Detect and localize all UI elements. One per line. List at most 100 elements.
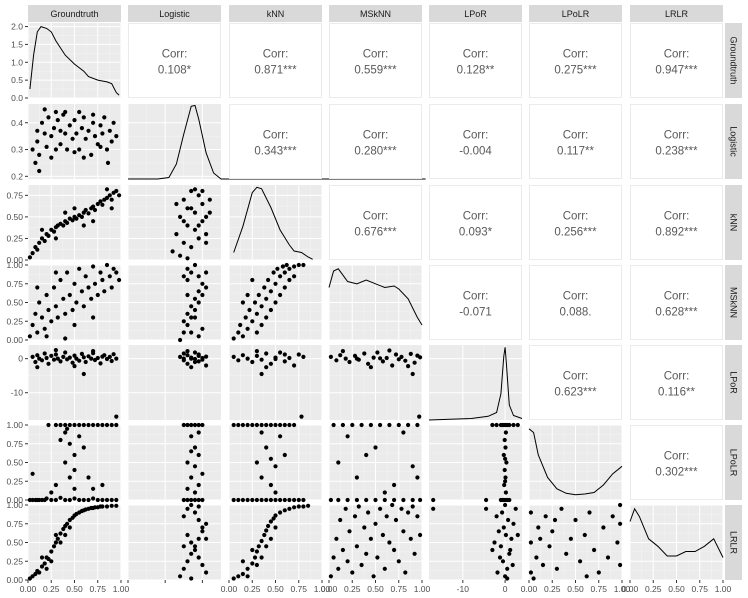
scatter-point — [49, 490, 54, 495]
corr-label: Corr: — [263, 49, 289, 61]
scatter-point — [340, 422, 345, 428]
scatter-point — [39, 236, 45, 241]
scatter-point — [104, 147, 110, 152]
scatter-point — [61, 296, 66, 301]
strip-right-bg — [725, 425, 742, 500]
y-tick-label: 0.50 — [6, 458, 23, 468]
scatter-point — [70, 218, 75, 223]
scatter-point — [282, 352, 287, 357]
corr-value: 0.256*** — [554, 227, 597, 239]
scatter-point — [328, 497, 333, 503]
scatter-point — [380, 359, 385, 364]
scatter-point — [102, 353, 107, 358]
scatter-point — [44, 355, 49, 361]
y-tick-label: 0.00 — [6, 495, 23, 505]
x-tick-label: 0.25 — [244, 584, 261, 594]
scatter-point — [44, 496, 49, 501]
scatter-point — [412, 551, 417, 556]
scatter-point — [501, 525, 506, 530]
scatter-point — [236, 422, 241, 428]
panel-lpor-lpor — [428, 345, 523, 421]
scatter-point — [192, 490, 198, 495]
corr-panel-bg — [529, 265, 622, 340]
x-axis-lpolr: 0.00 0.25 0.50 0.75 1.00 — [521, 580, 631, 594]
strip-top-label: Logistic — [159, 9, 190, 19]
scatter-point — [264, 365, 269, 370]
scatter-point — [254, 562, 259, 568]
scatter-point — [528, 570, 534, 575]
scatter-point — [89, 152, 94, 157]
scatter-point — [53, 422, 59, 428]
scatter-point — [259, 538, 264, 544]
corr-label: Corr: — [363, 130, 389, 142]
corr-value: 0.871*** — [254, 65, 297, 77]
scatter-point — [354, 544, 359, 549]
scatter-point — [601, 525, 606, 530]
panel-msknn-lpolr: Corr: 0.088. — [529, 265, 622, 340]
scatter-point — [114, 270, 119, 275]
y-tick-label: 0.00 — [6, 255, 23, 265]
scatter-point — [271, 516, 276, 521]
scatter-point — [340, 349, 345, 354]
corr-label: Corr: — [563, 291, 589, 303]
scatter-point — [252, 555, 258, 560]
scatter-point — [259, 371, 264, 377]
scatter-point — [240, 497, 245, 503]
scatter-point — [189, 497, 194, 503]
strip-top-bg — [229, 5, 322, 22]
scatter-point — [35, 128, 40, 133]
scatter-point — [81, 155, 86, 160]
scatter-point — [245, 422, 250, 428]
scatter-point — [51, 285, 57, 290]
scatter-point — [49, 497, 54, 503]
strip-right-logistic: Logistic — [725, 104, 742, 179]
corr-value: 0.892*** — [655, 227, 698, 239]
scatter-point — [605, 555, 611, 560]
scatter-point — [53, 482, 59, 488]
panel-logistic-lpor: Corr: -0.004 — [429, 104, 522, 179]
scatter-point — [373, 445, 378, 450]
scatter-point — [70, 136, 75, 141]
scatter-point — [366, 510, 371, 515]
panel-lpor-msknn — [328, 345, 423, 420]
scatter-point — [610, 514, 615, 519]
y-tick-label: 1.5 — [11, 39, 23, 49]
scatter-point — [204, 536, 209, 541]
scatter-point — [83, 274, 88, 279]
scatter-point — [496, 529, 501, 534]
scatter-point — [503, 456, 508, 461]
y-tick-label: 0.75 — [6, 439, 23, 449]
panel-lrlr-msknn — [328, 502, 423, 581]
scatter-point — [114, 414, 119, 419]
x-tick-label: 0.50 — [66, 584, 83, 594]
x-tick-label: 0.00 — [321, 584, 338, 594]
scatter-point — [264, 315, 269, 320]
scatter-point — [39, 227, 45, 232]
scatter-point — [328, 354, 333, 359]
scatter-point — [46, 307, 51, 313]
scatter-point — [181, 240, 186, 245]
x-tick-label: 1.00 — [715, 584, 732, 594]
scatter-point — [296, 497, 301, 503]
corr-panel-bg — [529, 185, 622, 260]
scatter-point — [262, 285, 267, 290]
scatter-point — [181, 497, 186, 503]
scatter-point — [81, 497, 86, 503]
scatter-point — [362, 525, 367, 530]
x-tick-label: 1.00 — [314, 584, 331, 594]
scatter-point — [250, 497, 255, 503]
scatter-point — [114, 188, 119, 194]
scatter-point — [538, 536, 543, 541]
x-axis-groundtruth: 0.00 0.25 0.50 0.75 1.00 — [20, 580, 130, 594]
scatter-point — [507, 551, 512, 556]
panel-lpolr-lrlr: Corr: 0.302*** — [630, 425, 723, 500]
scatter-point — [207, 197, 212, 202]
y-axis-lrlr: 0.00 0.25 0.50 0.75 1.00 — [6, 500, 28, 585]
scatter-point — [189, 330, 194, 335]
corr-panel-bg — [529, 23, 622, 98]
strip-right-lpor: LPoR — [725, 345, 742, 420]
scatter-point — [505, 576, 510, 581]
scatter-point — [268, 456, 273, 461]
scatter-point — [67, 525, 72, 530]
scatter-point — [61, 223, 66, 228]
